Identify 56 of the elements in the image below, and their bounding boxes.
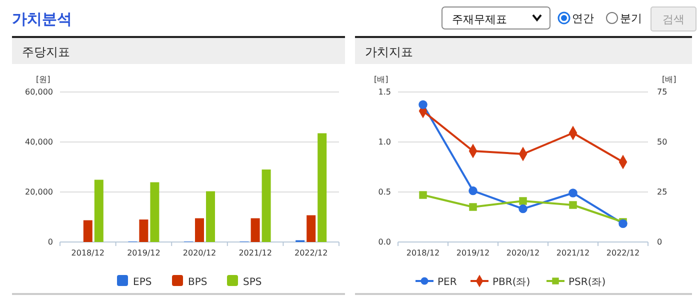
point [468,186,478,196]
y-tick-label: 60,000 [25,88,53,97]
y2-tick-label: 50 [657,138,668,147]
x-tick-label: 2022/12 [294,248,328,258]
x-tick-label: 2018/12 [406,248,440,258]
x-tick-label: 2019/12 [456,248,490,258]
point [569,201,577,209]
text: 주재무제표 [452,13,507,26]
y-tick-label: 0.5 [378,188,391,197]
bar [150,182,160,242]
bar [262,170,271,242]
chart-title: 주당지표 [22,45,70,59]
y2-tick-label: 0 [657,238,662,247]
text: 가치분석 [12,10,72,28]
x-tick-label: 2020/12 [506,248,540,258]
x-tick-label: 2022/12 [606,248,640,258]
text: 검색 [662,13,684,26]
bar [306,215,316,242]
chart-title: 가치지표 [365,45,413,59]
legend-label: PBR(좌) [492,277,530,288]
bar [94,180,104,242]
text: 분기 [620,12,642,25]
bar [250,218,260,242]
y-axis-title: [배] [374,75,388,84]
x-tick-label: 2021/12 [238,248,272,258]
legend-label: BPS [188,277,208,288]
bar [318,133,327,242]
bar [195,218,204,242]
point [419,191,427,199]
y-axis-title: [원] [36,75,50,84]
y-tick-label: 0.0 [378,238,391,247]
y-tick-label: 1.5 [378,88,391,97]
legend-label: SPS [243,277,262,288]
y-tick-label: 1.0 [378,138,391,147]
x-tick-label: 2021/12 [556,248,590,258]
legend-label: EPS [133,277,152,288]
bar [139,220,148,242]
y2-axis-title: [배] [662,75,676,84]
legend-label: PSR(좌) [568,277,606,288]
x-tick-label: 2020/12 [182,248,216,258]
point [469,203,477,211]
bar [206,191,215,242]
x-tick-label: 2019/12 [127,248,160,258]
legend-label: PER [438,277,457,288]
point [518,204,528,214]
y-tick-label: 40,000 [25,138,53,147]
y2-tick-label: 75 [657,88,668,97]
x-tick-label: 2018/12 [71,248,105,258]
bar [83,220,92,242]
y2-tick-label: 25 [657,188,668,197]
point [568,188,578,198]
point [418,100,428,109]
y-tick-label: 0 [48,238,53,247]
text: 연간 [572,12,594,25]
point [519,197,527,205]
y-tick-label: 20,000 [25,188,53,197]
